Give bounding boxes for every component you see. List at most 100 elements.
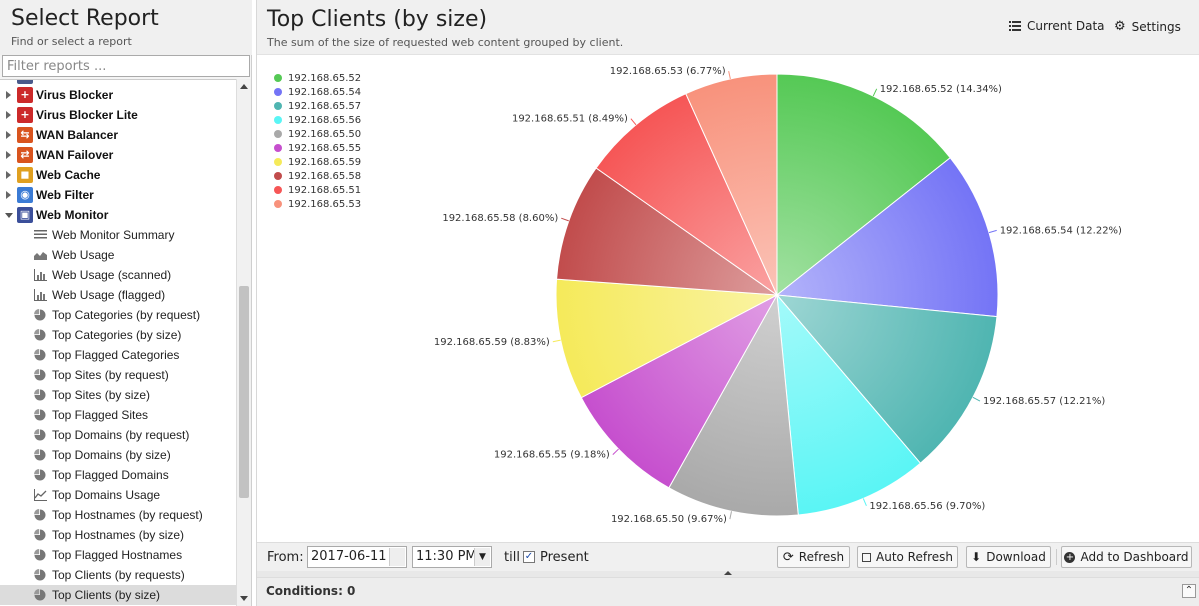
pie-slice[interactable] xyxy=(685,73,778,296)
legend-label: 192.168.65.56 xyxy=(288,114,362,126)
tree-report-item[interactable]: Top Sites (by request) xyxy=(0,365,236,385)
tree-app-virus-blocker-lite[interactable]: + Virus Blocker Lite xyxy=(0,105,236,125)
pie-slice-label: 192.168.65.56 (9.70%) xyxy=(869,501,985,512)
conditions-splitter[interactable] xyxy=(257,571,1199,577)
tree-app-web-filter[interactable]: ◉ Web Filter xyxy=(0,185,236,205)
from-label: From: xyxy=(267,550,304,565)
tree-report-label: Top Domains (by size) xyxy=(52,448,171,462)
tree-report-label: Top Domains (by request) xyxy=(52,428,190,442)
collapsed-arrow-icon[interactable] xyxy=(6,171,11,179)
download-icon: ⬇ xyxy=(971,550,982,564)
pie-label-connector xyxy=(988,229,997,234)
tree-report-item[interactable]: Top Domains (by request) xyxy=(0,425,236,445)
auto-refresh-button[interactable]: Auto Refresh xyxy=(857,546,958,568)
pie-slice-label: 192.168.65.59 (8.83%) xyxy=(434,337,550,348)
from-time-field[interactable]: 11:30 PM ▼ xyxy=(412,546,492,568)
tree-report-label: Web Monitor Summary xyxy=(52,228,175,242)
calendar-icon[interactable] xyxy=(389,548,405,566)
from-time-value: 11:30 PM xyxy=(416,549,474,564)
tree-report-item[interactable]: Top Clients (by requests) xyxy=(0,565,236,585)
collapse-arrow-icon[interactable] xyxy=(724,571,732,575)
legend-item[interactable]: 192.168.65.59 xyxy=(274,155,361,169)
legend-item[interactable]: 192.168.65.53 xyxy=(274,197,361,211)
from-date-field[interactable]: 2017-06-11 xyxy=(307,546,407,568)
pie-slice[interactable] xyxy=(776,73,951,297)
legend-item[interactable]: 192.168.65.50 xyxy=(274,127,361,141)
tree-app-web-cache[interactable]: ◼ Web Cache xyxy=(0,165,236,185)
tree-app-web-monitor[interactable]: ▣ Web Monitor xyxy=(0,205,236,225)
collapsed-arrow-icon[interactable] xyxy=(6,111,11,119)
tree-report-item[interactable]: Top Categories (by request) xyxy=(0,305,236,325)
web-monitor-icon: ▣ xyxy=(17,207,33,223)
pie-slice[interactable] xyxy=(668,293,799,517)
tree-report-item[interactable]: Top Hostnames (by request) xyxy=(0,505,236,525)
settings-button[interactable]: ⚙ Settings xyxy=(1114,19,1181,34)
tree-report-item[interactable]: Web Monitor Summary xyxy=(0,225,236,245)
tree-report-item[interactable]: Top Clients (by size) xyxy=(0,585,236,605)
download-label: Download xyxy=(986,550,1046,564)
filter-reports-input[interactable] xyxy=(2,55,250,77)
tree-report-item[interactable]: Top Domains Usage xyxy=(0,485,236,505)
area-chart-icon xyxy=(34,249,47,261)
legend-label: 192.168.65.58 xyxy=(288,170,362,182)
scroll-up-arrow-icon[interactable] xyxy=(240,84,248,89)
tree-app-virus-blocker[interactable]: + Virus Blocker xyxy=(0,85,236,105)
tree-report-item[interactable]: Top Flagged Domains xyxy=(0,465,236,485)
pie-slice[interactable] xyxy=(580,293,779,489)
tree-row-clipped[interactable] xyxy=(0,80,236,86)
legend-item[interactable]: 192.168.65.57 xyxy=(274,99,361,113)
pie-slice-label: 192.168.65.54 (12.22%) xyxy=(1000,225,1122,236)
present-checkbox[interactable]: ✓ xyxy=(523,551,535,563)
tree-app-label: WAN Balancer xyxy=(36,128,119,142)
legend-item[interactable]: 192.168.65.55 xyxy=(274,141,361,155)
tree-app-wan-failover[interactable]: ⇄ WAN Failover xyxy=(0,145,236,165)
app-icon xyxy=(17,80,33,84)
tree-report-item[interactable]: Top Sites (by size) xyxy=(0,385,236,405)
legend-swatch xyxy=(274,130,282,138)
collapsed-arrow-icon[interactable] xyxy=(6,151,11,159)
tree-report-item[interactable]: Top Flagged Categories xyxy=(0,345,236,365)
download-button[interactable]: ⬇ Download xyxy=(966,546,1051,568)
add-to-dashboard-button[interactable]: + Add to Dashboard xyxy=(1061,546,1192,568)
tree-report-item[interactable]: Top Domains (by size) xyxy=(0,445,236,465)
pie-slice-label: 192.168.65.51 (8.49%) xyxy=(512,114,628,125)
collapsed-arrow-icon[interactable] xyxy=(6,91,11,99)
tree-report-item[interactable]: Top Categories (by size) xyxy=(0,325,236,345)
pie-slice-label: 192.168.65.50 (9.67%) xyxy=(611,514,727,525)
report-toolbar: From: 2017-06-11 11:30 PM ▼ till ✓ Prese… xyxy=(257,542,1199,571)
current-data-label: Current Data xyxy=(1027,19,1105,33)
tree-report-label: Top Categories (by request) xyxy=(52,308,201,322)
tree-app-wan-balancer[interactable]: ⇆ WAN Balancer xyxy=(0,125,236,145)
scroll-down-arrow-icon[interactable] xyxy=(240,596,248,601)
tree-report-item[interactable]: Web Usage xyxy=(0,245,236,265)
collapsed-arrow-icon[interactable] xyxy=(6,191,11,199)
pie-slice[interactable] xyxy=(776,293,922,516)
expand-conditions-icon[interactable]: ⌃ xyxy=(1182,584,1196,598)
pie-chart-icon xyxy=(34,349,47,361)
legend-swatch xyxy=(274,116,282,124)
tree-report-item[interactable]: Web Usage (scanned) xyxy=(0,265,236,285)
tree-report-item[interactable]: Top Hostnames (by size) xyxy=(0,525,236,545)
pie-chart-icon xyxy=(34,369,47,381)
collapsed-arrow-icon[interactable] xyxy=(6,131,11,139)
web-filter-icon: ◉ xyxy=(17,187,33,203)
scrollbar-thumb[interactable] xyxy=(239,286,249,498)
legend-item[interactable]: 192.168.65.52 xyxy=(274,71,361,85)
tree-report-item[interactable]: Top Flagged Hostnames xyxy=(0,545,236,565)
tree-report-label: Top Domains Usage xyxy=(52,488,161,502)
tree-report-item[interactable]: Web Usage (flagged) xyxy=(0,285,236,305)
legend-item[interactable]: 192.168.65.58 xyxy=(274,169,361,183)
pie-chart-icon xyxy=(34,569,47,581)
pie-label-connector xyxy=(729,511,732,520)
legend-item[interactable]: 192.168.65.51 xyxy=(274,183,361,197)
expanded-arrow-icon[interactable] xyxy=(5,213,13,218)
chevron-down-icon[interactable]: ▼ xyxy=(474,548,490,566)
legend-label: 192.168.65.54 xyxy=(288,86,362,98)
report-tree-scrollbar[interactable] xyxy=(236,79,251,606)
current-data-button[interactable]: Current Data xyxy=(1009,19,1105,33)
refresh-button[interactable]: ⟳ Refresh xyxy=(777,546,850,568)
tree-report-item[interactable]: Top Flagged Sites xyxy=(0,405,236,425)
legend-item[interactable]: 192.168.65.54 xyxy=(274,85,361,99)
legend-item[interactable]: 192.168.65.56 xyxy=(274,113,361,127)
